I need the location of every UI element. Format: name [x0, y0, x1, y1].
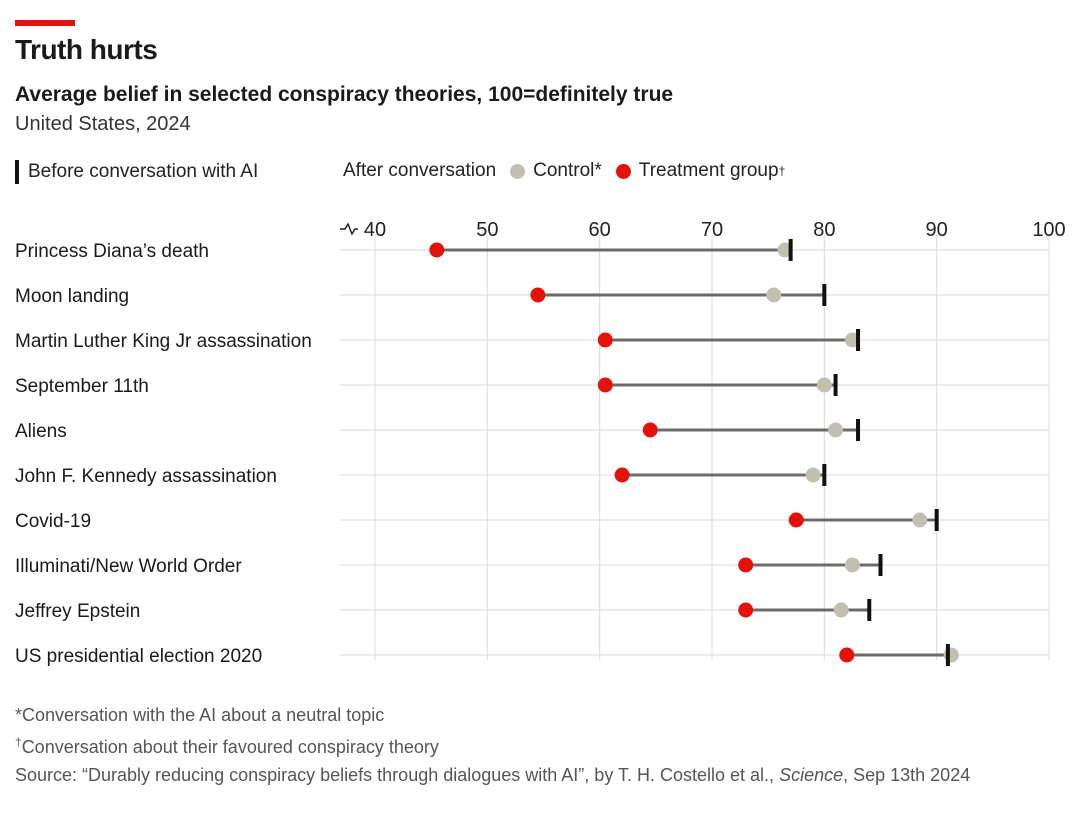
- treatment-point: [642, 422, 658, 438]
- row-label: September 11th: [15, 376, 149, 397]
- before-marker: [788, 239, 793, 261]
- x-tick-label: 80: [813, 219, 835, 241]
- chart-subtitle: Average belief in selected conspiracy th…: [15, 83, 674, 106]
- x-tick-label: 100: [1032, 219, 1065, 241]
- control-point: [912, 512, 928, 528]
- chart-region: United States, 2024: [15, 113, 191, 135]
- before-marker: [856, 419, 861, 441]
- control-point: [844, 557, 860, 573]
- before-marker: [833, 374, 838, 396]
- control-point: [833, 602, 849, 618]
- treatment-point: [597, 377, 613, 393]
- treatment-point: [788, 512, 804, 528]
- control-point: [816, 377, 832, 393]
- x-tick-label: 40: [364, 219, 386, 241]
- before-tick-icon: [15, 160, 19, 184]
- footnote-control: *Conversation with the AI about a neutra…: [15, 705, 385, 725]
- source-note: Source: “Durably reducing conspiracy bel…: [15, 765, 970, 786]
- axis-break-icon: [340, 222, 358, 236]
- before-marker: [867, 599, 872, 621]
- before-marker: [822, 284, 827, 306]
- chart-title: Truth hurts: [15, 34, 158, 65]
- treatment-point: [738, 602, 754, 618]
- row-label: Aliens: [15, 421, 67, 442]
- legend-treatment-mark: †: [778, 164, 786, 178]
- before-marker: [934, 509, 939, 531]
- control-point: [805, 467, 821, 483]
- treatment-point: [429, 242, 445, 258]
- control-point: [828, 422, 844, 438]
- row-label: John F. Kennedy assassination: [15, 466, 277, 487]
- legend-before: Before conversation with AI: [15, 160, 258, 184]
- before-marker: [822, 464, 827, 486]
- treatment-dot-icon: [615, 163, 631, 179]
- source-journal: Science: [779, 765, 844, 785]
- row-label: Martin Luther King Jr assassination: [15, 331, 312, 352]
- row-label: Princess Diana’s death: [15, 241, 209, 262]
- row-label: Illuminati/New World Order: [15, 556, 242, 577]
- x-tick-label: 90: [926, 219, 948, 241]
- legend-treatment-label: Treatment group: [638, 160, 779, 181]
- legend-after: After conversation Control* Treatment gr…: [343, 160, 785, 182]
- before-marker: [878, 554, 883, 576]
- before-marker: [856, 329, 861, 351]
- x-tick-label: 60: [589, 219, 611, 241]
- footnote-treatment-mark: †: [15, 735, 22, 749]
- treatment-point: [738, 557, 754, 573]
- treatment-point: [839, 647, 855, 663]
- source-suffix: , Sep 13th 2024: [843, 765, 971, 785]
- x-tick-label: 70: [701, 219, 723, 241]
- brand-accent-bar: [15, 20, 75, 26]
- treatment-point: [614, 467, 630, 483]
- x-tick-label: 50: [476, 219, 498, 241]
- footnote-treatment-text: Conversation about their favoured conspi…: [21, 737, 439, 757]
- before-marker: [945, 644, 950, 666]
- legend-control-label: Control*: [533, 160, 602, 181]
- row-label: Covid-19: [15, 511, 91, 532]
- source-prefix: Source: “Durably reducing conspiracy bel…: [15, 765, 780, 785]
- treatment-point: [597, 332, 613, 348]
- row-label: US presidential election 2020: [15, 646, 262, 667]
- control-point: [766, 287, 782, 303]
- treatment-point: [530, 287, 546, 303]
- legend-before-label: Before conversation with AI: [28, 161, 259, 182]
- footnote-treatment: †Conversation about their favoured consp…: [15, 735, 439, 758]
- row-label: Jeffrey Epstein: [15, 601, 140, 622]
- legend-after-label: After conversation: [343, 160, 497, 181]
- row-label: Moon landing: [15, 286, 129, 307]
- control-dot-icon: [510, 163, 526, 179]
- dot-range-chart: 40 50 60 70 80 90 100 Princess Diana’s death Moo…: [15, 219, 1066, 667]
